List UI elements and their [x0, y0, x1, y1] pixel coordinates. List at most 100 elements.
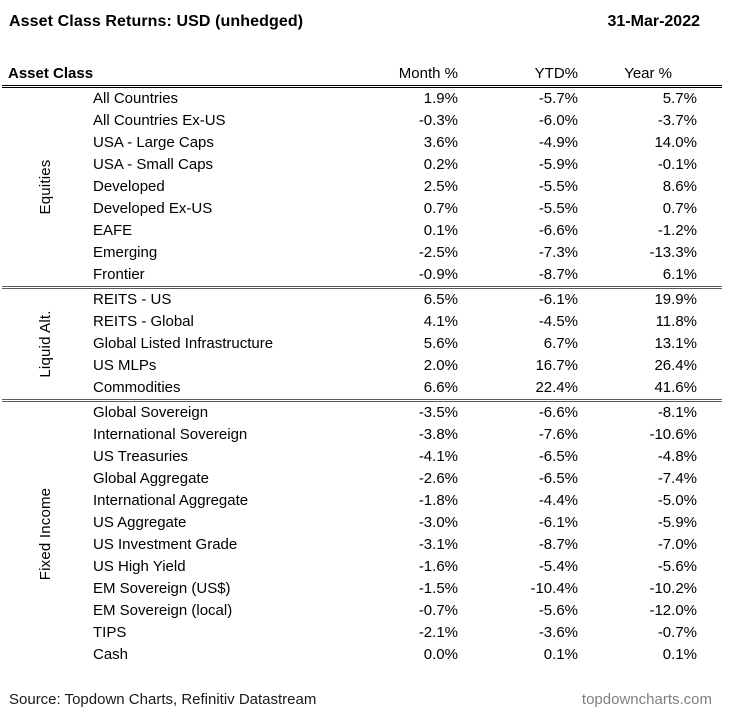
ytd-value: -6.5%: [538, 470, 578, 487]
ytd-value: -4.4%: [538, 492, 578, 509]
asset-name: EAFE: [93, 222, 133, 239]
table-group: Liquid Alt. REITS - US 6.5% -6.1% 19.9% REITS…: [2, 286, 722, 401]
month-value: 2.0%: [423, 357, 458, 374]
ytd-value: -3.6%: [538, 624, 578, 641]
table-row: REITS - Global 4.1% -4.5% 11.8%: [2, 311, 722, 333]
asset-name: Commodities: [93, 379, 181, 396]
month-value: 6.5%: [372, 286, 462, 311]
table-row: International Sovereign -3.8% -7.6% -10.6%: [2, 424, 722, 446]
year-value: 13.1%: [654, 335, 697, 352]
returns-table-wrapper: Asset Class Month % YTD% Year % Equities…: [2, 58, 722, 666]
asset-name: Frontier: [93, 266, 145, 283]
asset-name: Developed Ex-US: [93, 200, 213, 217]
ytd-value: -5.5%: [538, 178, 578, 195]
month-value: -3.8%: [418, 426, 458, 443]
year-value: 8.6%: [662, 178, 697, 195]
asset-name: Global Listed Infrastructure: [93, 335, 274, 352]
group-label-text: Fixed Income: [36, 487, 54, 581]
ytd-value: -7.3%: [538, 244, 578, 261]
asset-name: International Sovereign: [93, 426, 248, 443]
group-label-liquid-alt: Liquid Alt.: [2, 286, 62, 401]
year-value: 0.1%: [662, 646, 697, 663]
asset-name: REITS - US: [62, 286, 372, 311]
returns-table: Asset Class Month % YTD% Year % Equities…: [2, 58, 722, 666]
table-row: US Aggregate -3.0% -6.1% -5.9%: [2, 512, 722, 534]
year-value: -1.2%: [657, 222, 697, 239]
month-value: 1.9%: [423, 90, 458, 107]
year-value: -0.7%: [657, 624, 697, 641]
month-value: 2.5%: [423, 178, 458, 195]
asset-name: Developed: [93, 178, 165, 195]
table-row: USA - Small Caps 0.2% -5.9% -0.1%: [2, 154, 722, 176]
month-value: -1.8%: [418, 492, 458, 509]
table-row: US High Yield -1.6% -5.4% -5.6%: [2, 556, 722, 578]
table-group: Fixed Income Global Sovereign -3.5% -6.6% -8…: [2, 399, 722, 666]
source-attribution: Source: Topdown Charts, Refinitiv Datast…: [9, 691, 317, 708]
asset-name: Cash: [93, 646, 129, 663]
table-row: EAFE 0.1% -6.6% -1.2%: [2, 220, 722, 242]
table-row: US Investment Grade -3.1% -8.7% -7.0%: [2, 534, 722, 556]
table-row: TIPS -2.1% -3.6% -0.7%: [2, 622, 722, 644]
column-header-asset-class: Asset Class: [2, 58, 372, 88]
ytd-value: -7.6%: [538, 426, 578, 443]
title-bar: Asset Class Returns: USD (unhedged) 31-M…: [0, 0, 746, 31]
asset-name: EM Sovereign (local): [93, 602, 233, 619]
table-row: Liquid Alt. REITS - US 6.5% -6.1% 19.9%: [2, 286, 722, 401]
month-value: 0.1%: [423, 222, 458, 239]
month-value: -3.5%: [372, 399, 462, 424]
month-value: 0.0%: [423, 646, 458, 663]
website-credit: topdowncharts.com: [581, 691, 712, 708]
ytd-value: -6.5%: [538, 448, 578, 465]
asset-name: TIPS: [93, 624, 127, 641]
chart-title: Asset Class Returns: USD (unhedged): [9, 13, 304, 30]
year-value: -10.6%: [649, 426, 697, 443]
year-value: -0.1%: [657, 156, 697, 173]
ytd-value: 16.7%: [535, 357, 578, 374]
asset-name: US Investment Grade: [93, 536, 238, 553]
asset-name: US High Yield: [93, 558, 186, 575]
table-row: Global Aggregate -2.6% -6.5% -7.4%: [2, 468, 722, 490]
ytd-value: 0.1%: [543, 646, 578, 663]
table-row: US MLPs 2.0% 16.7% 26.4%: [2, 355, 722, 377]
year-value: -13.3%: [649, 244, 697, 261]
ytd-value: -5.6%: [538, 602, 578, 619]
table-row: International Aggregate -1.8% -4.4% -5.0%: [2, 490, 722, 512]
table-row: Equities All Countries 1.9% -5.7% 5.7%: [2, 87, 722, 214]
table-row: Emerging -2.5% -7.3% -13.3%: [2, 242, 722, 264]
year-value: -8.1%: [582, 399, 722, 424]
year-value: 14.0%: [654, 134, 697, 151]
month-value: -2.1%: [418, 624, 458, 641]
group-label-fixed-income: Fixed Income: [2, 399, 62, 666]
ytd-value: -6.6%: [462, 399, 582, 424]
group-label-text: Liquid Alt.: [36, 310, 54, 378]
ytd-value: -8.7%: [538, 536, 578, 553]
ytd-value: -5.5%: [538, 200, 578, 217]
ytd-value: -4.5%: [538, 313, 578, 330]
month-value: 5.6%: [423, 335, 458, 352]
table-row: Global Listed Infrastructure 5.6% 6.7% 13.1…: [2, 333, 722, 355]
month-value: -1.6%: [418, 558, 458, 575]
asset-name: USA - Large Caps: [93, 134, 214, 151]
ytd-value: -6.0%: [538, 112, 578, 129]
month-value: -3.0%: [418, 514, 458, 531]
column-header-year: Year %: [582, 58, 722, 88]
month-value: -2.5%: [418, 244, 458, 261]
year-value: -3.7%: [657, 112, 697, 129]
year-value: 41.6%: [654, 379, 697, 396]
year-value: -7.0%: [657, 536, 697, 553]
ytd-value: 6.7%: [543, 335, 578, 352]
header-row: Asset Class Month % YTD% Year %: [2, 58, 722, 88]
year-value: -4.8%: [657, 448, 697, 465]
month-value: 0.2%: [423, 156, 458, 173]
table-row: Frontier -0.9% -8.7% 6.1%: [2, 264, 722, 288]
asset-name: US Treasuries: [93, 448, 189, 465]
year-value: 5.7%: [662, 90, 697, 107]
asset-name: EM Sovereign (US$): [93, 580, 231, 597]
year-value: 6.1%: [662, 266, 697, 283]
ytd-value: -5.7%: [538, 90, 578, 107]
table-row: EM Sovereign (US$) -1.5% -10.4% -10.2%: [2, 578, 722, 600]
table-header: Asset Class Month % YTD% Year %: [2, 58, 722, 88]
year-value: -5.9%: [657, 514, 697, 531]
column-header-ytd: YTD%: [462, 58, 582, 88]
asset-name: US MLPs: [93, 357, 157, 374]
